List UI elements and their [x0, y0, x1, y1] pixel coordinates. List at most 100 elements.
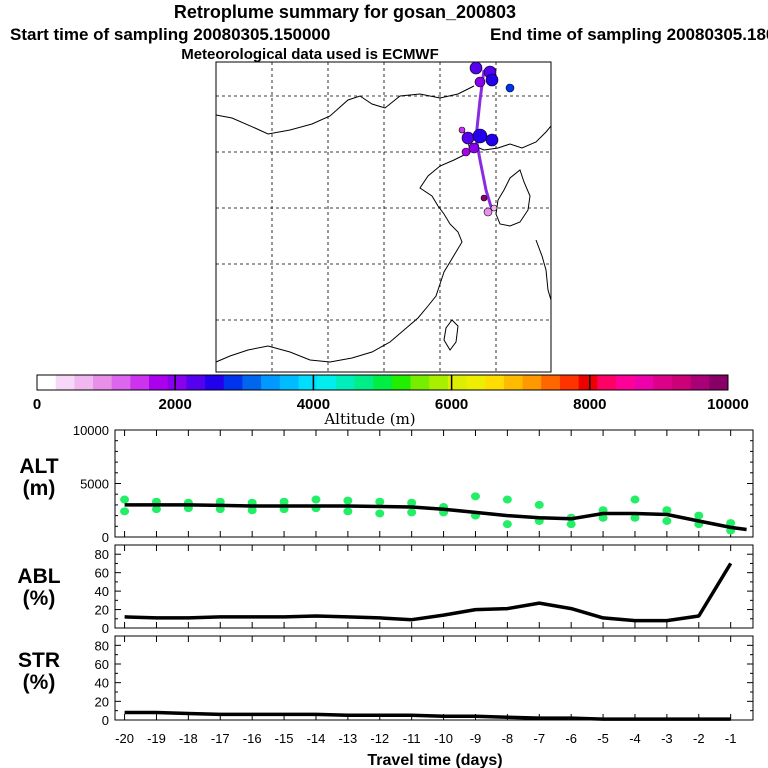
- colorbar-tick-label: 4000: [297, 396, 330, 413]
- altitude-scatter-point: [407, 508, 417, 517]
- y-tick-label: 80: [95, 547, 109, 562]
- coastline-north: [473, 125, 552, 151]
- colorbar-swatch: [485, 375, 505, 390]
- colorbar-swatch: [373, 375, 393, 390]
- panel-str: 80 60 40 20 0: [95, 635, 754, 728]
- x-tick-label: -10: [434, 731, 453, 746]
- altitude-scatter-point: [598, 513, 608, 522]
- colorbar-swatch: [55, 375, 75, 390]
- colorbar-swatch: [205, 375, 225, 390]
- altitude-scatter-point: [279, 497, 289, 506]
- altitude-scatter-point: [375, 509, 385, 518]
- altitude-scatter-point: [694, 511, 704, 520]
- series-line-abl: [124, 562, 733, 623]
- str-ylabel-line1: STR: [18, 649, 60, 672]
- altitude-scatter-point: [470, 492, 480, 501]
- colorbar-swatch: [223, 375, 243, 390]
- colorbar-swatch: [429, 375, 449, 390]
- trajectory-dot: [468, 142, 480, 154]
- colorbar-tick-label: 10000: [707, 396, 749, 413]
- colorbar-swatch: [541, 375, 561, 390]
- korea-coastline: [495, 169, 531, 227]
- china-coastline: [215, 127, 471, 363]
- x-tick-label: -20: [115, 731, 134, 746]
- str-ylabel: STR (%): [14, 650, 64, 694]
- map-frame: [215, 61, 552, 373]
- y-tick-label: 60: [95, 566, 109, 581]
- x-tick-label: -3: [661, 731, 673, 746]
- colorbar-swatch: [317, 375, 337, 390]
- colorbar-swatch: [37, 375, 57, 390]
- met-data-label: Meteorological data used is ECMWF: [181, 46, 439, 63]
- colorbar-tick-label: 8000: [573, 396, 606, 413]
- altitude-scatter-point: [566, 520, 576, 529]
- altitude-scatter-point: [343, 507, 353, 516]
- x-tick-label: -2: [693, 731, 705, 746]
- colorbar-swatch: [597, 375, 617, 390]
- colorbar-swatch: [279, 375, 299, 390]
- colorbar-swatch: [690, 375, 710, 390]
- border-line: [215, 85, 475, 135]
- abl-ylabel: ABL (%): [14, 566, 64, 610]
- colorbar-swatch: [74, 375, 94, 390]
- trajectory-dot: [461, 131, 475, 145]
- colorbar-frame: [36, 374, 729, 391]
- x-tick-label: -19: [147, 731, 166, 746]
- abl-ylabel-line2: (%): [22, 587, 56, 610]
- panel-frame: [114, 429, 754, 538]
- colorbar-swatch: [149, 375, 169, 390]
- altitude-scatter-point: [630, 495, 640, 504]
- panel-abl: 80 60 40 20 0: [95, 544, 754, 636]
- altitude-scatter-point: [120, 507, 130, 516]
- y-tick-label: 5000: [80, 477, 109, 492]
- trajectory-dot: [483, 207, 493, 217]
- panel-alt: 10000 5000 0: [73, 423, 754, 545]
- colorbar-swatch: [410, 375, 430, 390]
- x-tick-label: -1: [725, 731, 737, 746]
- x-tick-label: -16: [243, 731, 262, 746]
- colorbar-swatch: [634, 375, 654, 390]
- map-gridlines: [216, 62, 551, 372]
- x-tick-label: -4: [629, 731, 641, 746]
- trajectory-dot: [480, 194, 488, 202]
- y-tick-label: 0: [102, 530, 109, 545]
- x-tick-label: -13: [338, 731, 357, 746]
- colorbar-swatch: [578, 375, 598, 390]
- start-time-label: Start time of sampling 20080305.150000: [10, 25, 331, 44]
- trajectory-dot: [485, 133, 499, 147]
- x-tick-label: -5: [597, 731, 609, 746]
- x-tick-label: -18: [179, 731, 198, 746]
- trajectory-dot: [461, 147, 471, 157]
- altitude-scatter-point: [247, 506, 257, 515]
- x-tick-label: -15: [275, 731, 294, 746]
- trajectory-dot: [474, 76, 486, 88]
- colorbar-swatch: [391, 375, 412, 390]
- colorbar-swatch: [261, 375, 281, 390]
- altitude-scatter-point: [407, 498, 417, 507]
- altitude-scatter-point: [375, 497, 385, 506]
- y-tick-label: 80: [95, 638, 109, 653]
- colorbar-swatch: [671, 375, 692, 390]
- plume-dots: [458, 61, 515, 217]
- y-tick-label: 20: [95, 603, 109, 618]
- altitude-scatter-point: [502, 495, 512, 504]
- alt-ylabel: ALT (m): [14, 456, 64, 500]
- colorbar-swatch: [709, 375, 729, 390]
- map-panel: [215, 61, 552, 373]
- y-tick-label: 20: [95, 694, 109, 709]
- colorbar-swatch: [466, 375, 486, 390]
- x-tick-label: -14: [307, 731, 326, 746]
- colorbar-tick-label: 6000: [435, 396, 468, 413]
- y-tick-label: 0: [102, 713, 109, 728]
- x-tick-label: -9: [470, 731, 482, 746]
- panel-frame: [114, 635, 754, 721]
- altitude-scatter-point: [630, 513, 640, 522]
- coastlines: [215, 85, 552, 363]
- x-axis-title: Travel time (days): [367, 752, 502, 768]
- time-series-panels: 10000 5000 0 80 60 40 20 0 80 60 40 20 0 -20 -19 -18 -17…: [73, 423, 754, 768]
- x-tick-label: -17: [211, 731, 230, 746]
- colorbar-swatch: [130, 375, 150, 390]
- x-tick-label: -8: [502, 731, 514, 746]
- colorbar-tick-label: 2000: [159, 396, 192, 413]
- altitude-scatter-point: [343, 496, 353, 505]
